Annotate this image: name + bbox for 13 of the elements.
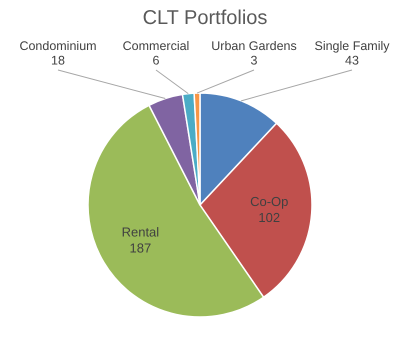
slice-label: Co-Op <box>250 194 288 210</box>
slice-label: Urban Gardens <box>211 39 297 53</box>
data-label: 6 <box>152 54 160 68</box>
slice-label: Condominium <box>19 39 97 53</box>
slice-label: Single Family <box>314 39 390 53</box>
slice-label: Rental <box>122 224 160 240</box>
data-label: 187 <box>130 240 152 256</box>
data-label: 43 <box>345 54 359 68</box>
data-label: 102 <box>258 210 280 226</box>
slice-label: Commercial <box>122 39 190 53</box>
data-label: 3 <box>250 54 258 68</box>
chart-title: CLT Portfolios <box>142 7 268 29</box>
data-label: 18 <box>51 54 65 68</box>
